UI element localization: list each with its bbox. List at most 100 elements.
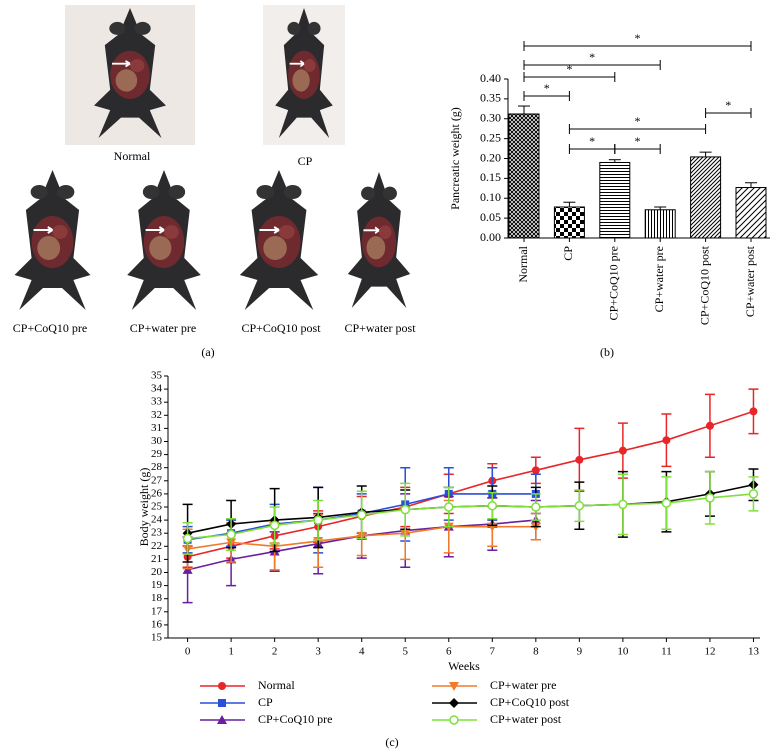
- y-tick-label: 29: [151, 448, 163, 460]
- photo-label: CP+CoQ10 post: [241, 321, 321, 335]
- legend-label: Normal: [258, 678, 295, 692]
- x-axis-label: Weeks: [448, 659, 480, 673]
- marker: [531, 502, 541, 512]
- y-tick-label: 0.15: [480, 170, 501, 184]
- panel-a: Normal CP CP+CoQ10 pre CP+water pre CP+C…: [13, 5, 416, 359]
- marker: [618, 499, 628, 510]
- marker: [182, 564, 193, 574]
- marker: [218, 682, 226, 690]
- photo-label: CP: [298, 154, 313, 168]
- y-tick-label: 20: [151, 566, 163, 578]
- marker: [356, 510, 367, 520]
- marker: [313, 515, 323, 525]
- legend-label: CP+CoQ10 post: [490, 695, 570, 709]
- x-tick-label: 12: [704, 646, 715, 658]
- marker: [444, 502, 454, 512]
- y-tick-label: 0.20: [480, 150, 501, 164]
- y-tick-label: 23: [151, 527, 163, 539]
- significance-bracket: [523, 60, 661, 70]
- bar: [553, 206, 585, 239]
- x-tick-label: 13: [748, 646, 760, 658]
- x-tick-label: 2: [272, 646, 278, 658]
- series-line: [187, 493, 754, 540]
- y-axis-label: Pancreatic weight (g): [448, 107, 462, 210]
- y-tick-label: 30: [151, 435, 163, 447]
- significance-label: *: [635, 114, 641, 128]
- bar: [690, 156, 722, 239]
- significance-label: *: [589, 134, 595, 148]
- marker: [531, 466, 540, 475]
- marker: [449, 715, 459, 725]
- photo-label: CP+water post: [344, 321, 416, 335]
- significance-bracket: [523, 72, 616, 82]
- marker: [618, 446, 627, 455]
- marker: [748, 489, 759, 499]
- legend-label: CP+CoQ10 pre: [258, 712, 332, 726]
- y-axis-label: Body weight (g): [137, 468, 151, 547]
- x-tick-label: 0: [185, 646, 191, 658]
- marker: [269, 520, 280, 531]
- marker: [575, 455, 584, 464]
- legend-entry: CP+CoQ10 post: [432, 695, 570, 709]
- y-tick-label: 0.35: [480, 91, 501, 105]
- x-tick-label: 11: [661, 646, 672, 658]
- y-tick-label: 21: [151, 553, 162, 565]
- y-tick-label: 28: [151, 461, 163, 473]
- significance-bracket: [568, 124, 707, 134]
- x-tick-label: 9: [577, 646, 583, 658]
- y-tick-label: 17: [151, 605, 163, 617]
- significance-label: *: [635, 31, 641, 45]
- x-tick-label: 4: [359, 646, 365, 658]
- y-tick-label: 18: [151, 592, 163, 604]
- legend-label: CP+water post: [490, 712, 562, 726]
- x-tick-label: 10: [617, 646, 629, 658]
- panel-label: (a): [201, 345, 214, 359]
- significance-bracket: [705, 108, 752, 118]
- marker: [226, 529, 236, 540]
- y-tick-label: 27: [151, 474, 163, 486]
- y-tick-label: 0.25: [480, 130, 501, 144]
- y-tick-label: 15: [151, 632, 163, 644]
- significance-bracket: [523, 41, 752, 51]
- y-tick-label: 0.40: [480, 71, 501, 85]
- marker: [182, 533, 193, 544]
- x-tick-label: CP+water pre: [652, 246, 666, 312]
- significance-label: *: [589, 50, 595, 64]
- significance-bracket: [614, 144, 661, 154]
- bar: [644, 209, 676, 239]
- legend-entry: CP+CoQ10 pre: [200, 712, 332, 726]
- x-tick-label: 3: [315, 646, 321, 658]
- marker: [400, 504, 410, 515]
- y-tick-label: 31: [151, 422, 162, 434]
- legend-entry: CP+water pre: [432, 678, 556, 692]
- photo-label: CP+CoQ10 pre: [13, 321, 87, 335]
- marker: [749, 407, 758, 416]
- photo-label: CP+water pre: [130, 321, 196, 335]
- significance-bracket: [523, 91, 570, 101]
- marker: [449, 682, 459, 691]
- x-tick-label: 6: [446, 646, 452, 658]
- series: [182, 388, 759, 569]
- x-tick-label: 1: [228, 646, 234, 658]
- panel-label: (b): [600, 345, 614, 359]
- series: [182, 468, 759, 563]
- y-tick-label: 22: [151, 540, 162, 552]
- marker: [218, 699, 226, 707]
- x-tick-label: 5: [402, 646, 408, 658]
- line-chart: 1516171819202122232425262728293031323334…: [137, 370, 760, 749]
- panel-label: (c): [385, 735, 398, 749]
- significance-label: *: [566, 62, 572, 76]
- series: [182, 470, 759, 555]
- y-tick-label: 26: [151, 487, 163, 499]
- legend-label: CP: [258, 695, 273, 709]
- marker: [661, 498, 672, 508]
- photo: [346, 172, 412, 308]
- marker: [449, 698, 459, 708]
- y-tick-label: 35: [151, 370, 163, 382]
- x-tick-label: CP+CoQ10 pre: [607, 246, 621, 320]
- legend-entry: CP+water post: [432, 712, 562, 726]
- x-tick-label: CP+CoQ10 post: [697, 245, 711, 325]
- photo: [238, 170, 320, 310]
- photo: [126, 170, 202, 310]
